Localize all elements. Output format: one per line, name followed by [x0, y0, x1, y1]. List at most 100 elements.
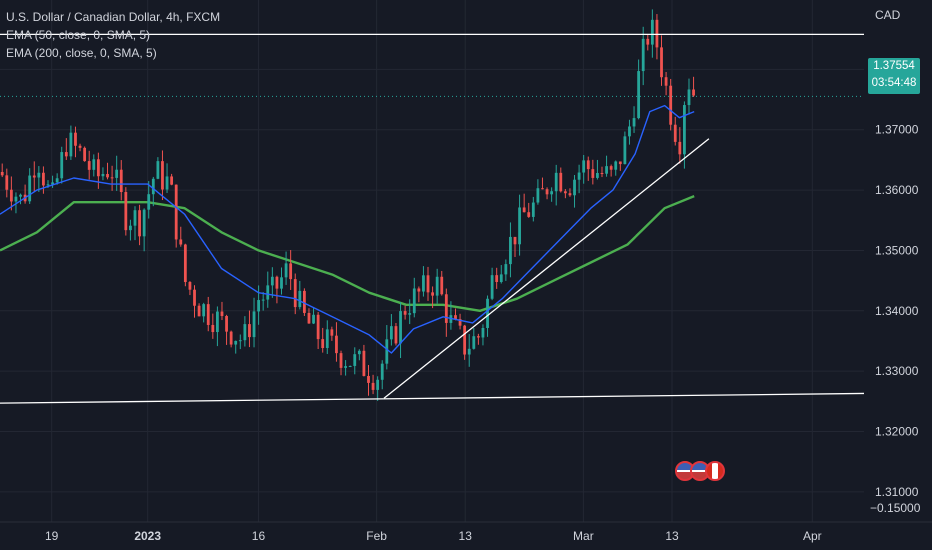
- candle-body: [678, 141, 682, 155]
- candle-body: [161, 161, 164, 190]
- ema200-legend[interactable]: EMA (200, close, 0, SMA, 5): [6, 46, 157, 60]
- candle-body: [673, 124, 677, 142]
- candle-body: [440, 276, 444, 295]
- candle-body: [646, 38, 650, 45]
- candle-body: [330, 329, 334, 336]
- candle-body: [596, 172, 599, 178]
- candle-body: [69, 132, 73, 157]
- candle-body: [522, 207, 526, 213]
- candle-body: [188, 282, 192, 290]
- current-price-badge: 1.37554 03:54:48: [868, 58, 920, 94]
- candle-body: [495, 275, 499, 282]
- bar-countdown: 03:54:48: [871, 77, 917, 89]
- currency-label: CAD: [875, 8, 901, 22]
- time-tick-label: Mar: [573, 529, 594, 543]
- candle-body: [467, 348, 471, 355]
- candle-body: [527, 212, 531, 217]
- candles: [0, 9, 695, 401]
- candle-body: [367, 375, 370, 383]
- candle-body: [0, 171, 4, 176]
- candle-body: [554, 172, 558, 192]
- time-tick-label: 19: [45, 529, 59, 543]
- candle-body: [60, 152, 64, 179]
- price-tick-label: 1.35000: [875, 243, 919, 257]
- candle-body: [5, 175, 9, 190]
- candle-body: [220, 311, 224, 317]
- time-tick-label: Feb: [366, 529, 387, 543]
- candle-body: [270, 276, 274, 286]
- candle-body: [609, 166, 613, 170]
- ascending-trendline-line: [383, 138, 710, 399]
- candle-body: [225, 316, 228, 332]
- candle-body: [513, 236, 517, 245]
- legend: U.S. Dollar / Canadian Dollar, 4h, FXCM …: [6, 8, 220, 62]
- candle-body: [412, 288, 416, 314]
- symbol-title[interactable]: U.S. Dollar / Canadian Dollar, 4h, FXCM: [6, 10, 221, 24]
- candle-body: [96, 159, 100, 177]
- candle-body: [211, 324, 215, 333]
- ema50-legend[interactable]: EMA (50, close, 0, SMA, 5): [6, 28, 151, 42]
- candle-body: [586, 160, 590, 170]
- candle-body: [550, 191, 554, 195]
- time-axis[interactable]: 19 2023 16 Feb 13 Mar 13 Apr: [0, 521, 932, 543]
- ema50-line: [0, 104, 695, 354]
- candle-body: [289, 263, 293, 280]
- candle-body: [234, 340, 238, 345]
- candle-body: [637, 71, 641, 119]
- candle-body: [458, 318, 462, 326]
- candle-body: [316, 314, 320, 340]
- candle-body: [426, 275, 430, 293]
- candle-body: [307, 312, 311, 324]
- price-axis[interactable]: 1.380001.370001.360001.350001.340001.330…: [870, 62, 921, 515]
- canada-flag-icon[interactable]: [705, 461, 725, 481]
- ema200-series: [0, 194, 695, 312]
- candle-body: [46, 184, 50, 186]
- candle-body: [664, 77, 668, 86]
- candle-body: [243, 324, 247, 341]
- candle-body: [431, 292, 434, 296]
- candle-body: [252, 311, 256, 338]
- candle-body: [92, 159, 96, 170]
- candle-body: [275, 276, 279, 289]
- candle-body: [28, 175, 32, 202]
- candle-body: [261, 299, 265, 301]
- candle-body: [687, 89, 691, 106]
- candle-body: [312, 314, 315, 324]
- candle-body: [509, 236, 512, 265]
- price-tick-label: 1.32000: [875, 424, 919, 438]
- candle-body: [302, 290, 306, 313]
- price-tick-label: 1.33000: [875, 364, 919, 378]
- candle-body: [124, 192, 128, 231]
- candle-body: [591, 169, 595, 178]
- candle-body: [321, 339, 325, 349]
- candle-body: [344, 366, 347, 368]
- candle-body: [476, 336, 480, 338]
- candle-body: [110, 177, 114, 179]
- trendlines[interactable]: [0, 33, 865, 404]
- candle-body: [628, 126, 631, 137]
- time-tick-label: 13: [665, 529, 679, 543]
- candle-body: [133, 210, 137, 226]
- candle-body: [325, 329, 329, 349]
- candle-body: [266, 285, 270, 300]
- economic-events[interactable]: [675, 461, 725, 481]
- candle-body: [78, 145, 82, 148]
- candle-body: [444, 294, 448, 323]
- candle-body: [403, 311, 407, 315]
- candle-body: [545, 189, 549, 195]
- candle-body: [650, 19, 654, 45]
- candle-body: [14, 196, 18, 202]
- candle-body: [183, 244, 187, 283]
- candle-body: [142, 209, 146, 237]
- candle-body: [632, 118, 636, 127]
- candle-body: [9, 189, 13, 202]
- candle-body: [454, 315, 457, 319]
- support-line: [0, 392, 865, 404]
- candle-body: [335, 335, 338, 354]
- candle-body: [238, 340, 242, 342]
- candle-body: [692, 89, 695, 96]
- candle-body: [174, 184, 178, 240]
- time-tick-label: 16: [252, 529, 266, 543]
- candle-body: [83, 147, 87, 162]
